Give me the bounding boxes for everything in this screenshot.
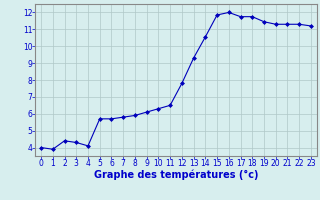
X-axis label: Graphe des températures (°c): Graphe des températures (°c) [94, 169, 258, 180]
